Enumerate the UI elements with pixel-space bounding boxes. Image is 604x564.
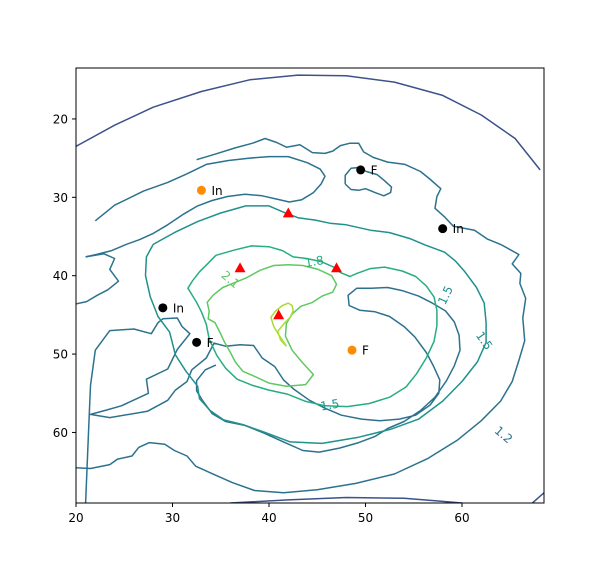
contour-line-0-9 <box>531 492 544 503</box>
data-point <box>192 337 202 347</box>
x-axis: 20 30 40 50 60 <box>68 503 470 525</box>
contour-line-0-9 <box>230 496 463 503</box>
contour-line-2-4 <box>270 302 294 347</box>
point-label: In <box>211 184 222 198</box>
contour-label: 1.5 <box>319 396 340 413</box>
contour-line-1-2 <box>76 137 527 494</box>
contour-line-1-2 <box>76 253 120 305</box>
point-label: In <box>173 301 184 315</box>
triangle-marker <box>273 309 285 320</box>
contour-line-0-9 <box>76 74 541 171</box>
contour-line-1-2 <box>84 286 461 503</box>
y-tick-label: 30 <box>53 191 68 205</box>
contour-line-1-2 <box>85 155 326 258</box>
x-tick-label: 30 <box>165 511 180 525</box>
data-point <box>158 303 168 313</box>
point-label: F <box>362 344 369 358</box>
y-tick-label: 50 <box>53 348 68 362</box>
y-tick-label: 40 <box>53 269 68 283</box>
x-tick-label: 20 <box>68 511 83 525</box>
y-tick-label: 60 <box>53 426 68 440</box>
contour-line-1-2 <box>344 166 393 197</box>
contour-label: 1.5 <box>473 329 495 353</box>
data-points: F In In F In F <box>158 163 464 358</box>
point-label: F <box>207 336 214 350</box>
contour-line-1-5 <box>144 205 487 445</box>
triangle-marker <box>282 207 294 218</box>
point-label: In <box>453 222 464 236</box>
contour-line-2-1 <box>206 263 338 387</box>
y-tick-label: 20 <box>53 112 68 126</box>
contour-label: 1.5 <box>435 284 456 307</box>
triangle-marker <box>234 262 246 273</box>
contour-label: 1.2 <box>492 423 516 446</box>
y-axis: 20 30 40 50 60 <box>53 112 76 440</box>
data-point <box>196 185 206 195</box>
contour-lines <box>76 74 544 503</box>
plot-frame <box>75 67 545 504</box>
data-point <box>347 345 357 355</box>
point-label: F <box>371 163 378 177</box>
data-point <box>438 224 448 234</box>
x-tick-label: 40 <box>261 511 276 525</box>
x-tick-label: 50 <box>358 511 373 525</box>
x-tick-label: 60 <box>454 511 469 525</box>
triangle-marker <box>331 262 343 273</box>
contour-label: 1.8 <box>304 253 325 270</box>
data-point <box>356 165 366 175</box>
contour-line-1-8 <box>187 245 438 408</box>
